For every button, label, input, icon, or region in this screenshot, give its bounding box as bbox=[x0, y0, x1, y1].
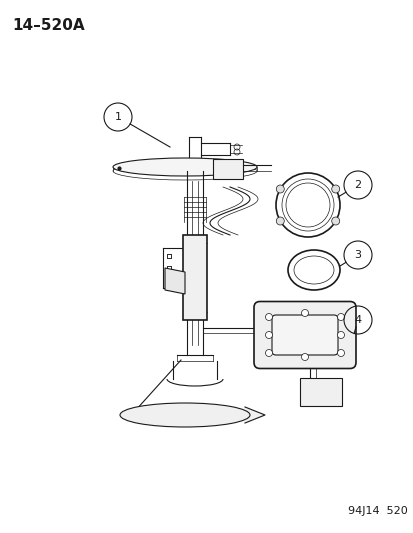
Polygon shape bbox=[244, 407, 264, 423]
Bar bbox=[299, 378, 341, 406]
Circle shape bbox=[275, 185, 284, 193]
Text: 4: 4 bbox=[354, 315, 361, 325]
Circle shape bbox=[301, 353, 308, 360]
Circle shape bbox=[265, 313, 272, 320]
Text: 14–520A: 14–520A bbox=[12, 18, 84, 33]
Circle shape bbox=[265, 332, 272, 338]
Circle shape bbox=[265, 350, 272, 357]
Circle shape bbox=[331, 185, 339, 193]
FancyBboxPatch shape bbox=[254, 302, 355, 368]
Bar bbox=[212, 159, 242, 179]
Circle shape bbox=[337, 313, 344, 320]
Polygon shape bbox=[165, 268, 185, 294]
Circle shape bbox=[337, 350, 344, 357]
Text: 94J14  520: 94J14 520 bbox=[347, 506, 407, 516]
Text: 2: 2 bbox=[354, 180, 361, 190]
Ellipse shape bbox=[120, 403, 249, 427]
Circle shape bbox=[337, 332, 344, 338]
Text: 3: 3 bbox=[354, 250, 361, 260]
Ellipse shape bbox=[113, 158, 256, 176]
Circle shape bbox=[331, 217, 339, 225]
Bar bbox=[183, 235, 206, 320]
FancyBboxPatch shape bbox=[271, 315, 337, 355]
Text: 1: 1 bbox=[114, 112, 121, 122]
Circle shape bbox=[275, 217, 284, 225]
Circle shape bbox=[301, 310, 308, 317]
